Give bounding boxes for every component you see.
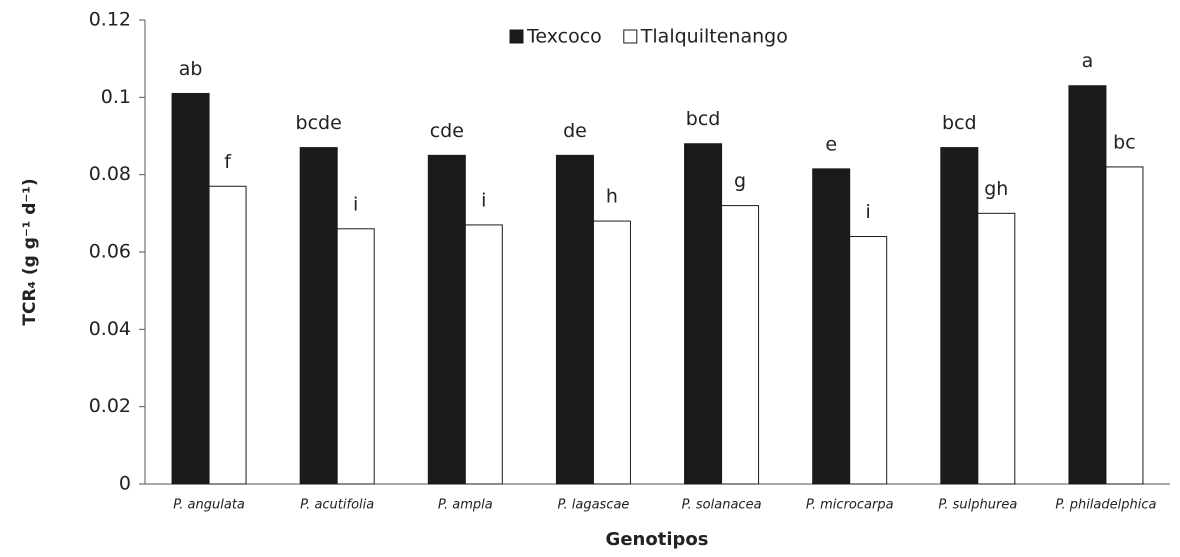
bar-letter: g	[734, 170, 746, 192]
bar-letter: bcde	[296, 112, 342, 134]
bar-letter: ab	[179, 58, 203, 80]
bar	[977, 212, 1016, 485]
bar	[940, 147, 979, 485]
y-tick-label: 0.08	[89, 163, 131, 185]
x-tick-label: P. solanacea	[682, 498, 762, 513]
bar-letter: a	[1082, 50, 1094, 72]
x-tick-label: P. acutifolia	[300, 498, 374, 513]
x-tick-label: P. angulata	[173, 498, 245, 513]
bar-letter: gh	[984, 178, 1008, 200]
x-tick-label: P. sulphurea	[938, 498, 1017, 513]
bar	[812, 168, 851, 485]
bar-letter: cde	[430, 120, 464, 142]
y-tick-label: 0.12	[89, 9, 131, 31]
bar-letter: f	[224, 151, 232, 173]
bar-letter: de	[563, 120, 587, 142]
bar	[1105, 166, 1144, 485]
bar-letter: i	[481, 189, 486, 211]
legend-swatch	[623, 29, 638, 44]
bar-letter: i	[353, 193, 358, 215]
legend-label: Texcoco	[526, 26, 602, 48]
bar	[208, 185, 247, 485]
bar-letter: bcd	[942, 112, 977, 134]
bar-letter: e	[825, 133, 837, 155]
bar	[464, 224, 503, 485]
bar	[171, 92, 210, 485]
bar	[684, 143, 723, 485]
legend-label: Tlalquiltenango	[640, 26, 788, 48]
y-tick-label: 0.1	[101, 86, 131, 108]
bar	[592, 220, 631, 485]
x-tick-label: P. philadelphica	[1055, 498, 1156, 513]
x-tick-label: P. ampla	[438, 498, 493, 513]
y-tick-label: 0.06	[89, 241, 131, 263]
x-tick-label: P. microcarpa	[806, 498, 894, 513]
bar	[427, 154, 466, 485]
y-axis-label: TCR₄ (g g⁻¹ d⁻¹)	[20, 178, 40, 325]
y-tick-label: 0	[119, 473, 131, 495]
y-tick-label: 0.02	[89, 395, 131, 417]
bar	[555, 154, 594, 485]
bar	[299, 147, 338, 485]
bar-letter: i	[866, 201, 871, 223]
bar	[849, 236, 888, 485]
bar	[336, 228, 375, 485]
bar	[721, 205, 760, 485]
bar-letter: bcd	[686, 108, 721, 130]
x-axis-label: Genotipos	[606, 529, 709, 550]
bar-letter: bc	[1113, 131, 1136, 153]
bar	[1068, 85, 1107, 485]
legend-swatch	[509, 29, 524, 44]
bar-letter: h	[606, 186, 618, 208]
x-tick-label: P. lagascae	[557, 498, 629, 513]
y-tick-label: 0.04	[89, 318, 131, 340]
